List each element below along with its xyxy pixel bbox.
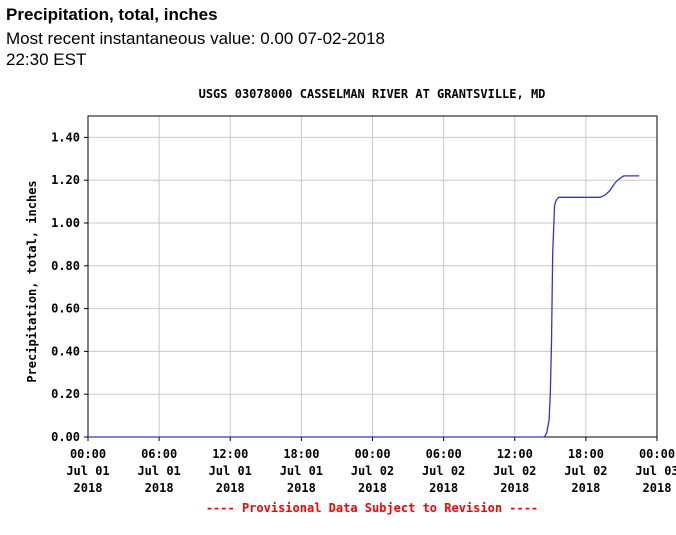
x-tick-time: 06:00 [141, 447, 177, 461]
page-title: Precipitation, total, inches [6, 5, 218, 24]
x-tick-time: 00:00 [354, 447, 390, 461]
grid [88, 116, 657, 437]
x-tick-year: 2018 [74, 481, 103, 495]
y-tick-label: 0.60 [51, 302, 80, 316]
x-tick-date: Jul 01 [209, 464, 252, 478]
x-tick-time: 12:00 [212, 447, 248, 461]
x-tick-year: 2018 [216, 481, 245, 495]
x-tick-labels: 00:00 Jul 01 2018 06:00 Jul 01 2018 12:00 Jul 0… [66, 437, 676, 495]
x-tick-date: Jul 02 [351, 464, 394, 478]
y-axis-label: Precipitation, total, inches [25, 180, 39, 382]
provisional-data-note: ---- Provisional Data Subject to Revisio… [206, 501, 538, 515]
recent-value-text: Most recent instantaneous value: 0.00 07… [6, 29, 385, 69]
x-tick-date: Jul 02 [422, 464, 465, 478]
x-tick-date: Jul 02 [564, 464, 607, 478]
y-tick-label: 0.20 [51, 387, 80, 401]
y-tick-label: 0.00 [51, 430, 80, 444]
y-tick-label: 1.40 [51, 130, 80, 144]
x-tick-time: 12:00 [497, 447, 533, 461]
y-tick-label: 0.80 [51, 259, 80, 273]
x-tick-date: Jul 01 [137, 464, 180, 478]
x-tick-time: 06:00 [426, 447, 462, 461]
x-tick-time: 00:00 [639, 447, 675, 461]
y-tick-labels: 0.00 0.20 0.40 0.60 0.80 1.00 1.20 1.40 [51, 130, 88, 444]
y-tick-label: 1.20 [51, 173, 80, 187]
x-tick-year: 2018 [643, 481, 672, 495]
x-tick-date: Jul 01 [280, 464, 323, 478]
x-tick-time: 00:00 [70, 447, 106, 461]
x-tick-year: 2018 [287, 481, 316, 495]
x-tick-date: Jul 03 [635, 464, 676, 478]
y-tick-label: 0.40 [51, 344, 80, 358]
x-tick-date: Jul 02 [493, 464, 536, 478]
x-tick-year: 2018 [571, 481, 600, 495]
x-tick-time: 18:00 [283, 447, 319, 461]
x-tick-year: 2018 [145, 481, 174, 495]
series-line [88, 175, 640, 438]
x-tick-time: 18:00 [568, 447, 604, 461]
x-tick-year: 2018 [500, 481, 529, 495]
x-tick-year: 2018 [429, 481, 458, 495]
x-tick-date: Jul 01 [66, 464, 109, 478]
x-tick-year: 2018 [358, 481, 387, 495]
y-tick-label: 1.00 [51, 216, 80, 230]
chart-title: USGS 03078000 CASSELMAN RIVER AT GRANTSV… [199, 87, 546, 101]
